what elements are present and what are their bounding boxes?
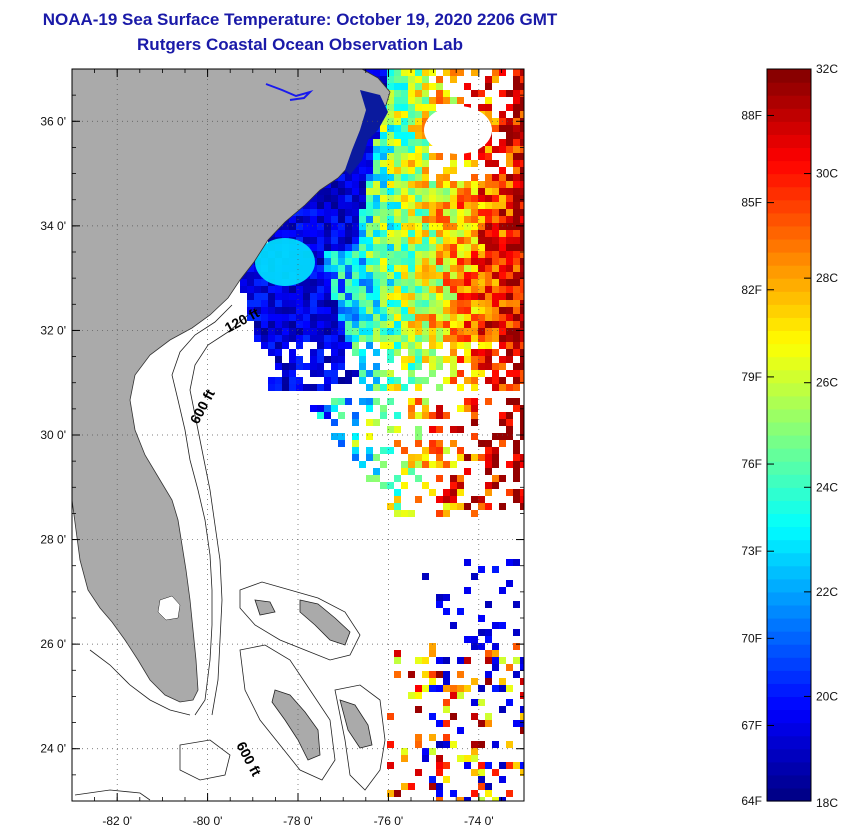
fahrenheit-tick-label: 67F bbox=[741, 718, 762, 732]
celsius-tick-label: 32C bbox=[816, 62, 838, 76]
lat-tick-label: 30 0' bbox=[40, 428, 66, 442]
lat-tick-label: 32 0' bbox=[40, 323, 66, 337]
fahrenheit-tick-label: 79F bbox=[741, 370, 762, 384]
pamlico-sound bbox=[345, 90, 388, 175]
celsius-tick-label: 28C bbox=[816, 271, 838, 285]
inland-lake bbox=[265, 83, 314, 101]
lat-lon-grid bbox=[72, 69, 524, 801]
lon-tick-label: -80 0' bbox=[193, 814, 223, 828]
lon-tick-label: -76 0' bbox=[374, 814, 404, 828]
celsius-tick-label: 24C bbox=[816, 480, 838, 494]
fahrenheit-tick-label: 73F bbox=[741, 544, 762, 558]
colorbar-bands bbox=[767, 69, 811, 802]
fahrenheit-tick-label: 64F bbox=[741, 794, 762, 808]
celsius-tick-label: 30C bbox=[816, 167, 838, 181]
celsius-tick-label: 26C bbox=[816, 376, 838, 390]
celsius-tick-label: 18C bbox=[816, 796, 838, 810]
lon-tick-label: -78 0' bbox=[283, 814, 313, 828]
lon-tick-label: -74 0' bbox=[464, 814, 494, 828]
lat-tick-label: 28 0' bbox=[40, 533, 66, 547]
colorbar-ticks: 32C 30C 28C 26C 24C 22C 20C 18C 88F 85F 82F 79F 76F 7… bbox=[741, 62, 838, 810]
fahrenheit-tick-label: 85F bbox=[741, 196, 762, 210]
fahrenheit-tick-label: 88F bbox=[741, 108, 762, 122]
celsius-tick-label: 22C bbox=[816, 585, 838, 599]
map-subtitle: Rutgers Coastal Ocean Observation Lab bbox=[137, 35, 463, 54]
map-axes: -82 0' -80 0' -78 0' -76 0' -74 0' 24 0' 26 0'… bbox=[40, 68, 525, 828]
map-title: NOAA-19 Sea Surface Temperature: October… bbox=[42, 10, 558, 29]
lon-tick-label: -82 0' bbox=[102, 814, 132, 828]
celsius-tick-label: 20C bbox=[816, 689, 838, 703]
fahrenheit-tick-label: 82F bbox=[741, 283, 762, 297]
lake-okeechobee bbox=[157, 595, 181, 621]
lat-tick-label: 34 0' bbox=[40, 219, 66, 233]
bahamas-islands bbox=[254, 599, 373, 761]
bathymetry-contours bbox=[74, 304, 386, 801]
lat-tick-label: 36 0' bbox=[40, 114, 66, 128]
colorbar-frame bbox=[766, 68, 812, 802]
lat-tick-label: 24 0' bbox=[40, 742, 66, 756]
fahrenheit-tick-label: 76F bbox=[741, 457, 762, 471]
lat-tick-label: 26 0' bbox=[40, 637, 66, 651]
fahrenheit-tick-label: 70F bbox=[741, 631, 762, 645]
